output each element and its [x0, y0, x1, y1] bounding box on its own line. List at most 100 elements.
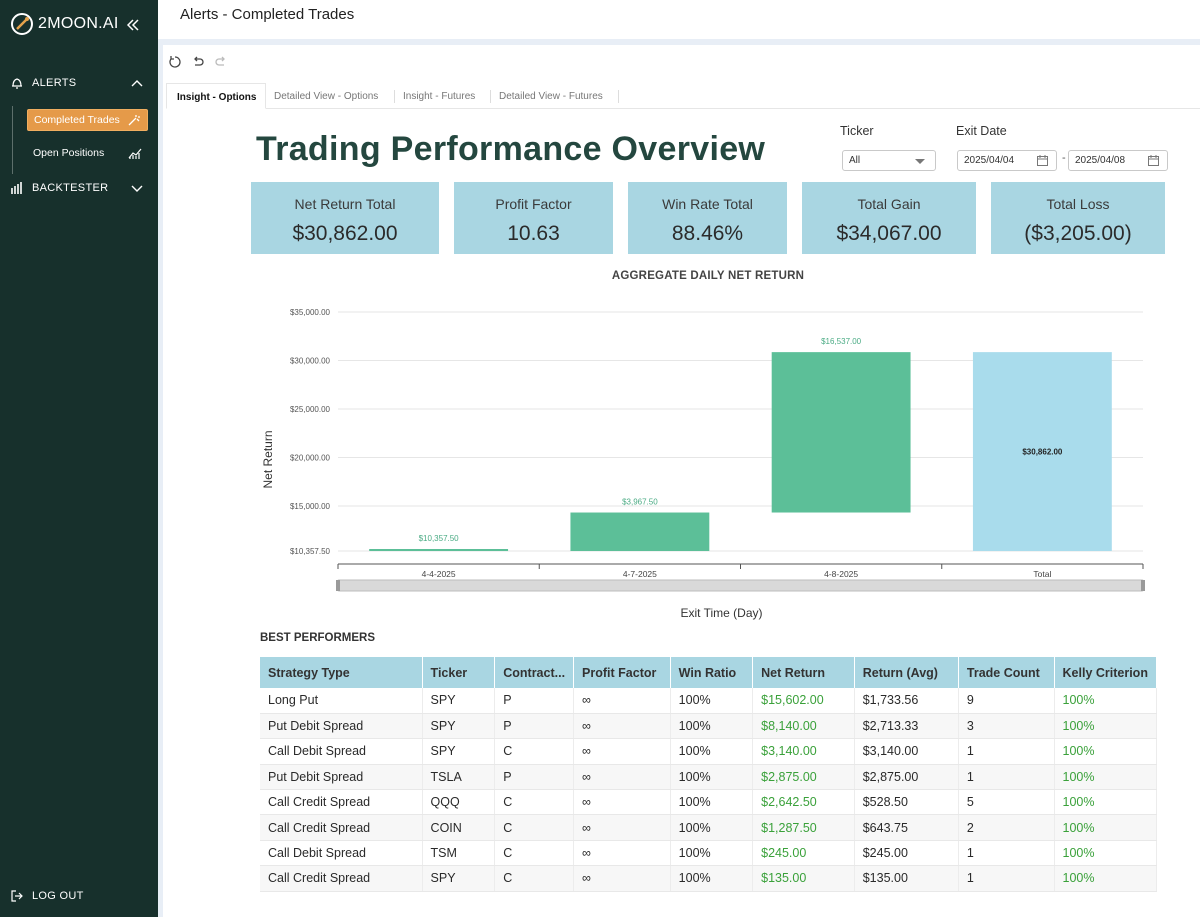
table-cell: Call Credit Spread: [260, 865, 423, 892]
table-cell: ∞: [573, 764, 671, 791]
table-row: Call Credit Spread COIN C ∞ 100% $1,287.50 $64…: [260, 814, 1158, 841]
y-tick-label: $20,000.00: [290, 453, 331, 462]
revert-icon[interactable]: [168, 55, 182, 69]
x-tick-label: Total: [1033, 569, 1051, 579]
table-cell: 100%: [1054, 789, 1158, 816]
table-row: Put Debit Spread TSLA P ∞ 100% $2,875.00 $2,87…: [260, 764, 1158, 791]
table-cell: $135.00: [752, 865, 855, 892]
table-cell: $2,642.50: [752, 789, 855, 816]
kpi-value: ($3,205.00): [1024, 222, 1132, 245]
column-header[interactable]: Win Ratio: [670, 657, 754, 688]
table-cell: Long Put: [260, 688, 423, 714]
column-header[interactable]: Strategy Type: [260, 657, 423, 688]
y-axis-title: Net Return: [261, 430, 275, 488]
sidebar-item-open-positions[interactable]: Open Positions: [27, 142, 148, 164]
ticker-select[interactable]: All: [842, 150, 936, 171]
best-performers-table: Strategy Type Ticker Contract... Profit Fac…: [260, 657, 1158, 892]
sidebar-section-label: ALERTS: [32, 77, 77, 89]
table-cell: $2,875.00: [854, 764, 959, 791]
table-cell: ∞: [573, 865, 671, 892]
table-cell: $135.00: [854, 865, 959, 892]
table-cell: ∞: [573, 738, 671, 765]
tab-insight-futures[interactable]: Insight - Futures: [403, 91, 476, 102]
ticker-filter-label: Ticker: [840, 124, 874, 138]
bar-4-4-2025: [369, 549, 509, 551]
table-cell: ∞: [573, 688, 671, 714]
y-tick-label: $10,357.50: [290, 547, 331, 556]
undo-icon[interactable]: [191, 55, 205, 69]
bar-chart-icon: [11, 182, 22, 194]
range-slider-track: [336, 579, 1145, 592]
best-performers-title: BEST PERFORMERS: [260, 632, 376, 644]
column-header[interactable]: Profit Factor: [573, 657, 671, 688]
kpi-label: Total Loss: [1046, 196, 1110, 212]
kpi-value: 88.46%: [671, 222, 744, 245]
table-cell: ∞: [573, 814, 671, 841]
tab-separator: [618, 90, 619, 103]
table-cell: Put Debit Spread: [260, 764, 423, 791]
table-cell: $2,713.33: [854, 713, 959, 740]
table-cell: 100%: [1054, 688, 1158, 714]
table-cell: 100%: [1054, 764, 1158, 791]
logout-icon: [11, 890, 23, 902]
exit-date-label: Exit Date: [956, 124, 1007, 138]
page-title: Alerts - Completed Trades: [180, 6, 355, 23]
table-cell: Call Credit Spread: [260, 789, 423, 816]
table-body: Long Put SPY P ∞ 100% $15,602.00 $1,733.56 9 100…: [260, 688, 1158, 892]
sidebar-section-backtester[interactable]: BACKTESTER: [10, 181, 144, 195]
data-label: $30,862.00: [1022, 448, 1063, 457]
table-cell: $528.50: [854, 789, 959, 816]
column-header[interactable]: Trade Count: [958, 657, 1055, 688]
sidebar-item-completed-trades[interactable]: Completed Trades: [27, 109, 148, 131]
date-from-input[interactable]: 2025/04/04: [957, 150, 1057, 171]
tab-detailed-view-options[interactable]: Detailed View - Options: [274, 91, 379, 102]
table-cell: TSM: [422, 840, 496, 867]
logout-button[interactable]: LOG OUT: [10, 889, 144, 903]
table-cell: 3: [958, 713, 1055, 740]
kpi-label: Profit Factor: [495, 196, 572, 212]
y-tick-label: $30,000.00: [290, 356, 331, 365]
calendar-icon: [1037, 155, 1048, 166]
chart-title: AGGREGATE DAILY NET RETURN: [611, 270, 805, 282]
table-cell: 1: [958, 865, 1055, 892]
sidebar-section-alerts[interactable]: ALERTS: [10, 76, 144, 90]
table-cell: $245.00: [854, 840, 959, 867]
redo-icon[interactable]: [214, 55, 228, 69]
table-cell: 100%: [670, 738, 754, 765]
kpi-total-loss: Total Loss ($3,205.00): [991, 182, 1165, 254]
kpi-net-return-total: Net Return Total $30,862.00: [251, 182, 439, 254]
data-label: $10,357.50: [419, 534, 460, 543]
x-tick-label: 4-8-2025: [824, 569, 858, 579]
tab-bar: Insight - Options Detailed View - Option…: [166, 83, 1200, 109]
table-cell: $8,140.00: [752, 713, 855, 740]
table-cell: Call Debit Spread: [260, 738, 423, 765]
table-cell: C: [494, 789, 575, 816]
table-cell: 1: [958, 764, 1055, 791]
table-cell: $15,602.00: [752, 688, 855, 714]
table-row: Call Debit Spread SPY C ∞ 100% $3,140.00 $3,14…: [260, 738, 1158, 765]
kpi-value: $34,067.00: [836, 222, 942, 245]
date-from-value: 2025/04/04: [964, 155, 1015, 166]
sidebar-section-label: BACKTESTER: [32, 182, 109, 194]
page-header: Alerts - Completed Trades: [158, 0, 1200, 40]
kpi-total-gain: Total Gain $34,067.00: [802, 182, 976, 254]
column-header[interactable]: Ticker: [422, 657, 496, 688]
table-cell: QQQ: [422, 789, 496, 816]
table-cell: Call Debit Spread: [260, 840, 423, 867]
magic-wand-icon: [128, 115, 140, 126]
collapse-sidebar-icon[interactable]: [124, 16, 142, 34]
brand-logo[interactable]: 2MOON.AI: [10, 12, 119, 36]
column-header[interactable]: Contract...: [494, 657, 575, 688]
date-to-value: 2025/04/08: [1075, 155, 1126, 166]
y-tick-label: $25,000.00: [290, 405, 331, 414]
date-to-input[interactable]: 2025/04/08: [1068, 150, 1168, 171]
range-slider-handle-right: [1141, 580, 1145, 591]
tab-insight-options[interactable]: Insight - Options: [166, 83, 266, 109]
x-tick-label: 4-7-2025: [623, 569, 657, 579]
table-cell: $245.00: [752, 840, 855, 867]
table-cell: P: [494, 713, 575, 740]
column-header[interactable]: Kelly Criterion: [1054, 657, 1158, 688]
tab-detailed-view-futures[interactable]: Detailed View - Futures: [499, 91, 603, 102]
column-header[interactable]: Net Return: [752, 657, 855, 688]
column-header[interactable]: Return (Avg): [854, 657, 959, 688]
